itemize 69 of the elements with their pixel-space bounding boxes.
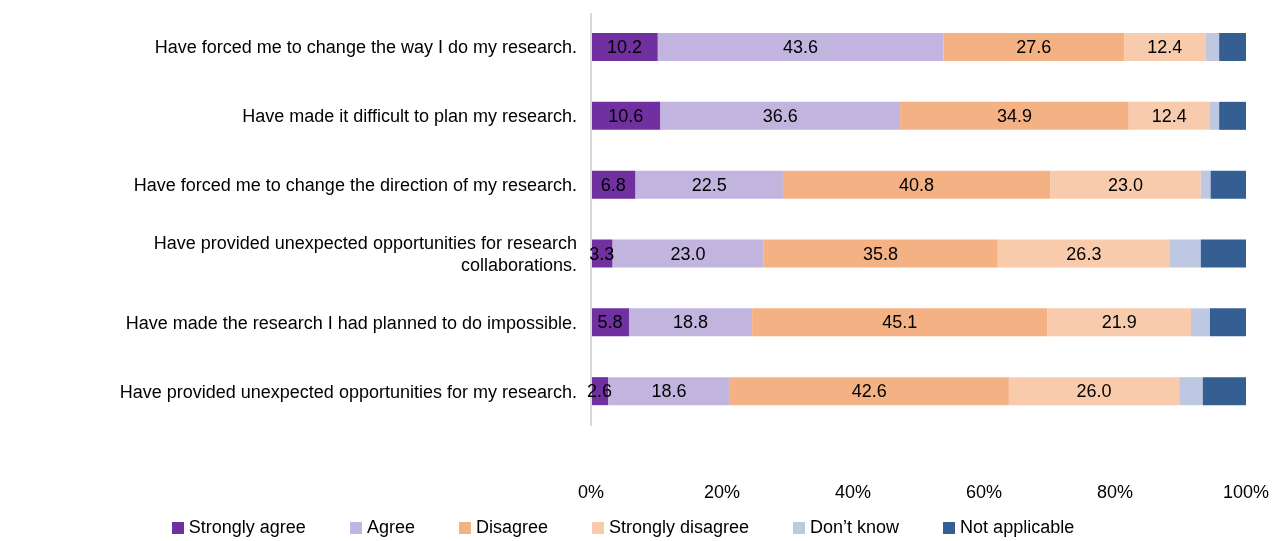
data-label: 5.8 <box>597 312 623 333</box>
x-tick-label: 20% <box>703 482 741 502</box>
data-label: 18.8 <box>673 312 709 333</box>
bar <box>900 101 1129 130</box>
data-label: 34.9 <box>996 105 1032 126</box>
bar <box>1008 377 1180 406</box>
bar <box>1128 101 1210 130</box>
data-label: 36.6 <box>762 105 798 126</box>
bar <box>1179 377 1203 406</box>
legend-label: Agree <box>366 517 415 538</box>
data-label: 40.8 <box>899 174 935 195</box>
data-label: 12.4 <box>1151 105 1187 126</box>
bar <box>1170 239 1201 268</box>
bar <box>1190 308 1210 337</box>
y-tick-label: Have made the research I had planned to do impossible. <box>125 312 577 333</box>
legend-label: Strongly disagree <box>608 517 750 538</box>
bar <box>657 33 944 61</box>
data-label: 10.6 <box>608 105 644 126</box>
data-label: 27.6 <box>1016 37 1052 57</box>
legend-label: Don’t know <box>810 517 900 538</box>
data-label: 12.4 <box>1147 37 1183 57</box>
x-tick-label: 100% <box>1222 482 1270 502</box>
x-tick-label: 60% <box>965 482 1003 502</box>
bar <box>1050 170 1201 199</box>
bar <box>1200 170 1211 199</box>
data-label: 6.8 <box>600 174 626 195</box>
legend-label: Not applicable <box>960 517 1075 538</box>
data-label: 18.6 <box>651 381 687 402</box>
bar <box>997 239 1171 268</box>
bar <box>660 101 901 130</box>
bar <box>729 377 1009 406</box>
bar <box>1219 101 1246 130</box>
data-label: 42.6 <box>851 381 887 402</box>
data-label: 10.2 <box>606 37 642 57</box>
y-tick-label: Have forced me to change the direction of my research. <box>133 175 577 196</box>
data-label: 26.0 <box>1076 381 1112 402</box>
x-tick-label: 80% <box>1096 482 1134 502</box>
data-label: 21.9 <box>1101 312 1137 333</box>
bar <box>763 239 998 268</box>
bar <box>1124 33 1206 61</box>
bar <box>1210 170 1246 199</box>
bar <box>628 308 753 337</box>
y-tick-label: Have made it difficult to plan my research. <box>242 106 577 127</box>
legend-label: Disagree <box>475 517 548 538</box>
data-label: 45.1 <box>882 312 918 333</box>
bar <box>1219 33 1246 61</box>
bar <box>1047 308 1191 337</box>
y-tick-label: Have provided unexpected opportunities for my research. <box>119 381 577 402</box>
data-label: 43.6 <box>783 37 819 57</box>
data-label: 26.3 <box>1066 243 1102 264</box>
bar <box>1205 33 1220 61</box>
bar <box>612 239 764 268</box>
bar <box>1209 308 1246 337</box>
data-label: 23.0 <box>1107 174 1143 195</box>
bar <box>782 170 1051 199</box>
bar <box>752 308 1048 337</box>
x-tick-label: 40% <box>834 482 872 502</box>
data-label: 35.8 <box>862 243 899 264</box>
y-tick-label: Have provided unexpected opportunities for research collaborations. <box>153 233 577 275</box>
bar <box>1202 377 1246 406</box>
legend-label: Strongly agree <box>188 517 306 538</box>
bar <box>1200 239 1246 268</box>
x-tick-label: 0% <box>577 482 605 502</box>
data-label: 22.5 <box>691 174 727 195</box>
data-label: 23.0 <box>670 243 706 264</box>
bar <box>1209 101 1220 130</box>
y-tick-label: Have forced me to change the way I do my research. <box>154 37 577 58</box>
bar <box>943 33 1125 61</box>
bar <box>635 170 783 199</box>
